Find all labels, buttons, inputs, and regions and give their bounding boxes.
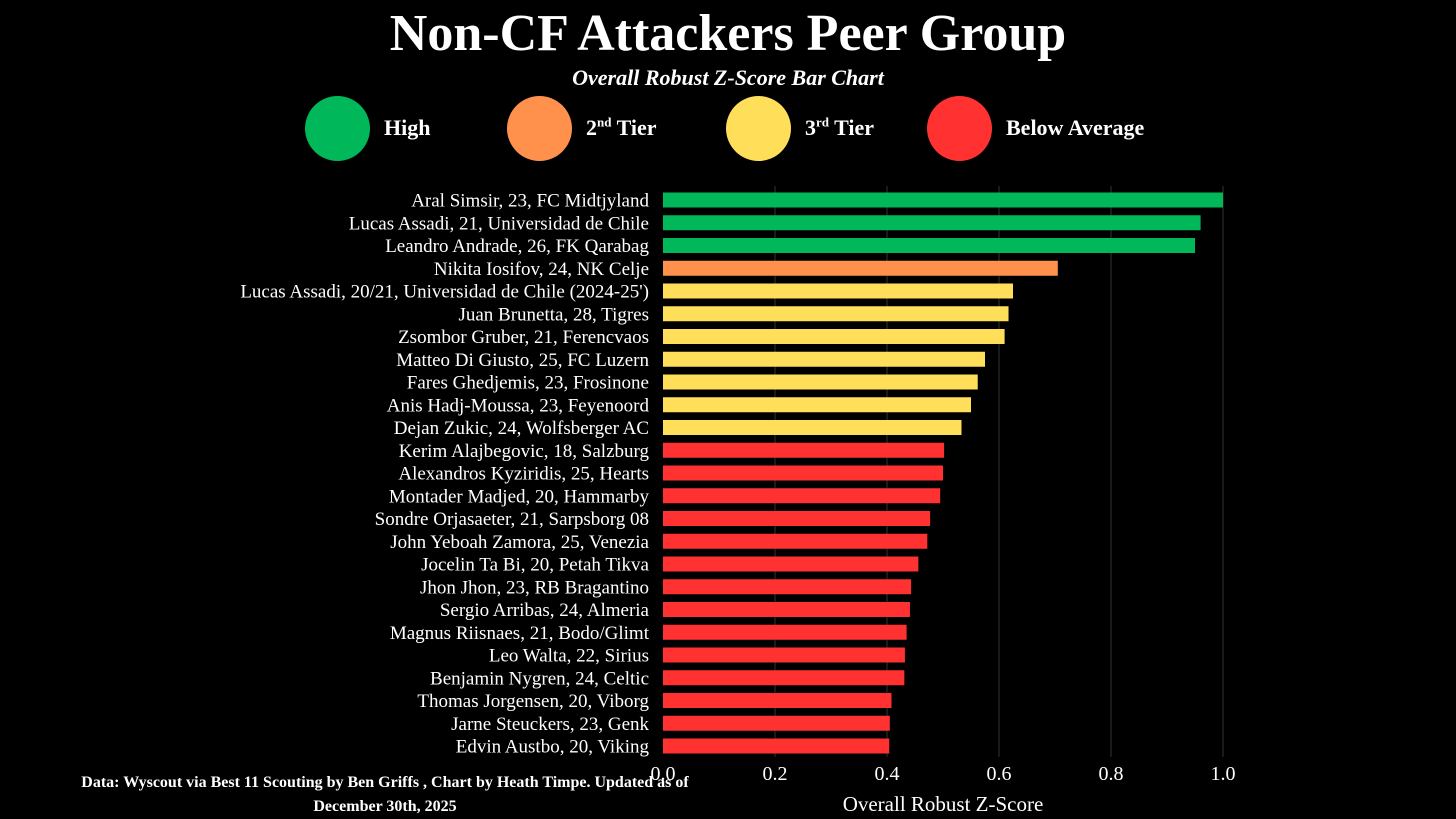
legend-item-high: High xyxy=(305,95,430,161)
footnote: Data: Wyscout via Best 11 Scouting by Be… xyxy=(30,771,740,819)
bar xyxy=(663,579,912,595)
bar xyxy=(663,351,985,367)
bar xyxy=(663,624,907,640)
bar xyxy=(663,374,978,390)
legend-swatch-2nd-tier xyxy=(507,95,572,161)
category-label: Sondre Orjasaeter, 21, Sarpsborg 08 xyxy=(375,509,649,530)
category-label: Aral Simsir, 23, FC Midtjyland xyxy=(411,191,649,212)
category-label: Lucas Assadi, 20/21, Universidad de Chil… xyxy=(240,282,649,303)
category-label: Matteo Di Giusto, 25, FC Luzern xyxy=(396,350,649,371)
bar xyxy=(663,556,919,572)
category-label: Fares Ghedjemis, 23, Frosinone xyxy=(407,373,649,394)
category-label: Anis Hadj-Moussa, 23, Feyenoord xyxy=(387,395,650,416)
bar xyxy=(663,306,1009,322)
category-label: Sergio Arribas, 24, Almeria xyxy=(440,600,650,621)
category-label: Kerim Alajbegovic, 18, Salzburg xyxy=(399,441,650,462)
category-label: Jocelin Ta Bi, 20, Petah Tikva xyxy=(421,555,649,576)
chart-title: Non-CF Attackers Peer Group xyxy=(389,5,1067,62)
legend: High 2nd Tier 3rd Tier Below Average xyxy=(0,95,1456,161)
bar xyxy=(663,397,971,413)
legend-label-below-average: Below Average xyxy=(1006,115,1145,140)
x-tick-label: 0.4 xyxy=(875,763,900,785)
category-label: Benjamin Nygren, 24, Celtic xyxy=(430,668,649,689)
footnote-line-1: Data: Wyscout via Best 11 Scouting by Be… xyxy=(81,774,689,791)
category-label: Lucas Assadi, 21, Universidad de Chile xyxy=(349,213,649,234)
bar xyxy=(663,283,1013,299)
x-axis-label: Overall Robust Z-Score xyxy=(843,792,1044,816)
x-tick-label: 1.0 xyxy=(1211,763,1236,785)
legend-item-2nd-tier: 2nd Tier xyxy=(507,95,657,161)
category-label: Leandro Andrade, 26, FK Qarabag xyxy=(385,236,649,257)
bar-layer xyxy=(663,192,1223,754)
bar xyxy=(663,488,941,504)
category-label: Magnus Riisnaes, 21, Bodo/Glimt xyxy=(390,623,650,644)
category-label: Thomas Jorgensen, 20, Viborg xyxy=(417,691,649,712)
category-label: Edvin Austbo, 20, Viking xyxy=(456,737,650,758)
bar xyxy=(663,647,905,663)
category-label: Jhon Jhon, 23, RB Bragantino xyxy=(420,577,649,598)
footnote-line-2: December 30th, 2025 xyxy=(313,798,457,815)
bar xyxy=(663,238,1195,253)
bar xyxy=(663,533,928,549)
category-label: John Yeboah Zamora, 25, Venezia xyxy=(390,532,649,553)
bar xyxy=(663,511,931,526)
bar xyxy=(663,670,905,686)
legend-item-below-average: Below Average xyxy=(927,95,1144,161)
bar xyxy=(663,693,892,708)
bar xyxy=(663,192,1223,208)
x-tick-label: 0.8 xyxy=(1099,763,1124,785)
legend-item-3rd-tier: 3rd Tier xyxy=(726,95,874,161)
category-label: Juan Brunetta, 28, Tigres xyxy=(458,304,649,325)
category-label: Zsombor Gruber, 21, Ferencvaos xyxy=(398,327,649,348)
category-label: Jarne Steuckers, 23, Genk xyxy=(451,714,649,735)
x-tick-label: 0.0 xyxy=(651,763,676,785)
bar xyxy=(663,738,890,754)
x-tick-label: 0.2 xyxy=(763,763,788,785)
bar xyxy=(663,715,890,731)
bar xyxy=(663,465,943,481)
legend-label-3rd-tier: 3rd Tier xyxy=(805,114,875,140)
category-label: Dejan Zukic, 24, Wolfsberger AC xyxy=(394,418,649,439)
bar xyxy=(663,602,910,617)
bar xyxy=(663,215,1201,231)
bar xyxy=(663,420,962,435)
bar xyxy=(663,260,1058,276)
legend-swatch-below-average xyxy=(927,95,992,161)
legend-label-2nd-tier: 2nd Tier xyxy=(586,114,657,140)
chart-subtitle: Overall Robust Z-Score Bar Chart xyxy=(572,65,884,90)
category-label: Leo Walta, 22, Sirius xyxy=(489,646,649,667)
category-label: Nikita Iosifov, 24, NK Celje xyxy=(434,259,649,280)
legend-label-high: High xyxy=(384,115,431,140)
legend-swatch-high xyxy=(305,95,370,161)
category-label: Montader Madjed, 20, Hammarby xyxy=(389,486,650,507)
bar xyxy=(663,442,945,458)
bar xyxy=(663,329,1005,344)
x-tick-label: 0.6 xyxy=(987,763,1012,785)
x-tick-layer: 0.0 0.2 0.4 0.6 0.8 1.0 xyxy=(651,763,1236,785)
legend-swatch-3rd-tier xyxy=(726,95,791,161)
category-label: Alexandros Kyziridis, 25, Hearts xyxy=(398,464,649,485)
